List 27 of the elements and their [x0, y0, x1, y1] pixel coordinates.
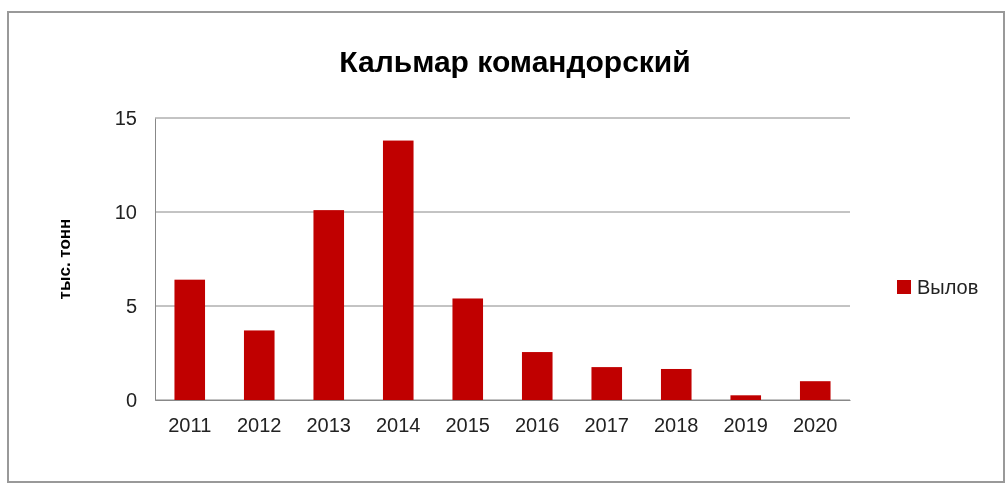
bar	[382, 140, 414, 400]
chart-title: Кальмар командорский	[339, 45, 691, 78]
x-tick-label: 2019	[723, 414, 768, 437]
x-tick-label: 2014	[376, 414, 421, 437]
x-tick-label: 2015	[445, 414, 490, 437]
y-tick-label: 10	[114, 200, 137, 223]
bar	[313, 210, 345, 400]
bar	[799, 381, 831, 400]
x-tick-label: 2017	[584, 414, 629, 437]
y-tick-label: 15	[114, 106, 137, 129]
x-tick-label: 2011	[168, 414, 212, 437]
x-tick-label: 2013	[306, 414, 351, 437]
bar	[660, 368, 692, 400]
bar	[452, 298, 484, 400]
bar	[174, 279, 206, 400]
x-tick-label: 2018	[654, 414, 699, 437]
x-tick-label: 2016	[515, 414, 560, 437]
x-tick-label: 2012	[237, 414, 282, 437]
y-tick-label: 0	[125, 388, 137, 411]
bar	[730, 395, 762, 400]
y-axis-title: тыс. тонн	[55, 218, 74, 300]
bar	[521, 352, 553, 400]
legend-label: Вылов	[917, 276, 979, 298]
x-tick-label: 2020	[793, 414, 838, 437]
y-tick-label: 5	[125, 294, 137, 317]
bar	[591, 367, 623, 400]
bar	[243, 330, 275, 400]
